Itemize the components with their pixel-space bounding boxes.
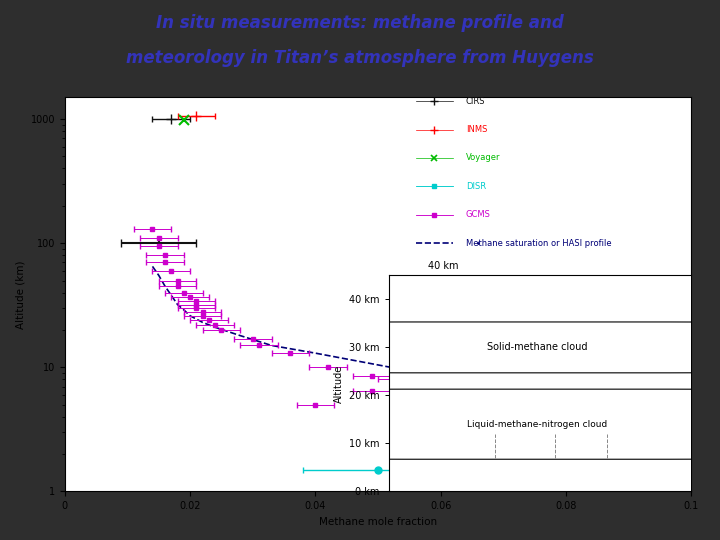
X-axis label: Methane mole fraction: Methane mole fraction (319, 517, 437, 526)
Text: Liquid-methane-nitrogen cloud: Liquid-methane-nitrogen cloud (467, 420, 607, 429)
FancyBboxPatch shape (313, 322, 720, 373)
Text: meteorology in Titan’s atmosphere from Huygens: meteorology in Titan’s atmosphere from H… (126, 49, 594, 66)
Text: CIRS: CIRS (466, 97, 485, 106)
Text: Solid-methane cloud: Solid-methane cloud (487, 342, 588, 353)
Text: 40 km: 40 km (428, 261, 459, 271)
Text: In situ measurements: methane profile and: In situ measurements: methane profile an… (156, 14, 564, 31)
Y-axis label: Altitude (km): Altitude (km) (15, 260, 25, 328)
Text: INMS: INMS (466, 125, 487, 134)
Text: DISR: DISR (466, 182, 486, 191)
Text: Voyager: Voyager (466, 153, 500, 163)
Y-axis label: Altitude: Altitude (333, 364, 343, 402)
Text: Methane drizzle
on Titan
(Tokano et al. 2006): Methane drizzle on Titan (Tokano et al. … (459, 381, 600, 424)
FancyBboxPatch shape (313, 389, 720, 459)
Text: GCMS: GCMS (466, 210, 490, 219)
Text: Methane saturation or HASI profile: Methane saturation or HASI profile (466, 239, 611, 247)
